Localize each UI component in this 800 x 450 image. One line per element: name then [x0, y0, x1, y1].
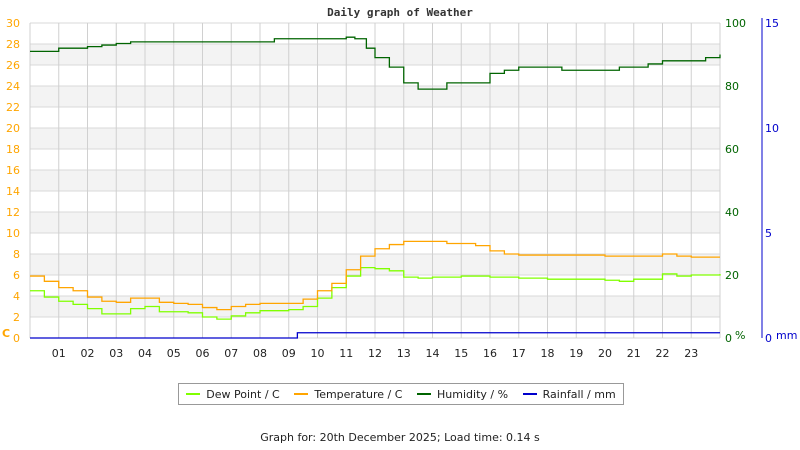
right-tick-label: 0 [725, 332, 732, 345]
x-tick-label: 04 [138, 347, 152, 360]
chart-svg: Daily graph of Weather 02468101214161820… [2, 6, 797, 360]
x-tick-label: 22 [656, 347, 670, 360]
x-tick-label: 08 [253, 347, 267, 360]
legend: Dew Point / C Temperature / C Humidity / %… [178, 383, 624, 405]
series-line-humidity [30, 36, 721, 90]
legend-label: Rainfall / mm [542, 387, 616, 401]
x-tick-label: 17 [512, 347, 526, 360]
left-tick-label: 8 [13, 248, 20, 261]
x-tick-label: 09 [282, 347, 296, 360]
x-tick-label: 16 [483, 347, 497, 360]
x-tick-label: 13 [397, 347, 411, 360]
x-tick-label: 12 [368, 347, 382, 360]
left-tick-label: 22 [6, 101, 20, 114]
left-tick-label: 30 [6, 17, 20, 30]
right-tick-label: 20 [725, 269, 739, 282]
rain-tick-label: 15 [765, 17, 779, 30]
x-tick-label: 19 [569, 347, 583, 360]
right-tick-label: 80 [725, 80, 739, 93]
footer-text: Graph for: 20th December 2025; Load time… [260, 431, 540, 444]
legend-item: Temperature / C [294, 388, 402, 401]
rain-tick-label: 10 [765, 122, 779, 135]
x-tick-label: 23 [684, 347, 698, 360]
x-tick-label: 14 [426, 347, 440, 360]
legend-swatch [294, 393, 309, 395]
x-tick-label: 21 [627, 347, 641, 360]
rain-axis-unit: mm [776, 329, 797, 342]
left-tick-label: 14 [6, 185, 20, 198]
left-tick-label: 18 [6, 143, 20, 156]
legend-label: Temperature / C [314, 387, 403, 401]
x-tick-label: 01 [52, 347, 66, 360]
left-axis-unit: C [2, 327, 10, 340]
x-tick-label: 02 [81, 347, 95, 360]
x-tick-label: 15 [454, 347, 468, 360]
x-tick-label: 10 [311, 347, 325, 360]
legend-item: Dew Point / C [186, 387, 280, 401]
rain-tick-label: 5 [765, 227, 772, 240]
legend-swatch [417, 393, 432, 395]
right-tick-label: 100 [725, 17, 746, 30]
x-tick-label: 05 [167, 347, 181, 360]
right-tick-label: 60 [725, 143, 739, 156]
legend-swatch [522, 393, 537, 395]
left-tick-label: 28 [6, 38, 20, 51]
right-tick-label: 40 [725, 206, 739, 219]
left-tick-label: 4 [13, 290, 20, 303]
left-tick-label: 12 [6, 206, 20, 219]
left-tick-label: 16 [6, 164, 20, 177]
x-tick-label: 03 [109, 347, 123, 360]
left-tick-label: 26 [6, 59, 20, 72]
series-line-dew [30, 267, 721, 320]
legend-item: Rainfall / mm [522, 387, 616, 401]
x-tick-label: 11 [339, 347, 353, 360]
series-line-temperature [30, 240, 720, 311]
x-tick-label: 06 [196, 347, 210, 360]
legend-label: Humidity / % [437, 387, 509, 401]
left-tick-label: 24 [6, 80, 20, 93]
series-line-rainfall [30, 332, 720, 339]
chart-title: Daily graph of Weather [327, 6, 473, 19]
left-tick-label: 2 [13, 311, 20, 324]
right-axis-unit: % [735, 329, 745, 342]
x-tick-label: 20 [598, 347, 612, 360]
legend-item: Humidity / % [417, 388, 508, 401]
legend-label: Dew Point / C [206, 387, 280, 401]
x-tick-label: 18 [541, 347, 555, 360]
left-tick-label: 0 [13, 332, 20, 345]
left-tick-label: 10 [6, 227, 20, 240]
x-tick-label: 07 [224, 347, 238, 360]
left-tick-label: 6 [13, 269, 20, 282]
left-tick-label: 20 [6, 122, 20, 135]
legend-swatch [186, 393, 201, 395]
rain-tick-label: 0 [765, 332, 772, 345]
